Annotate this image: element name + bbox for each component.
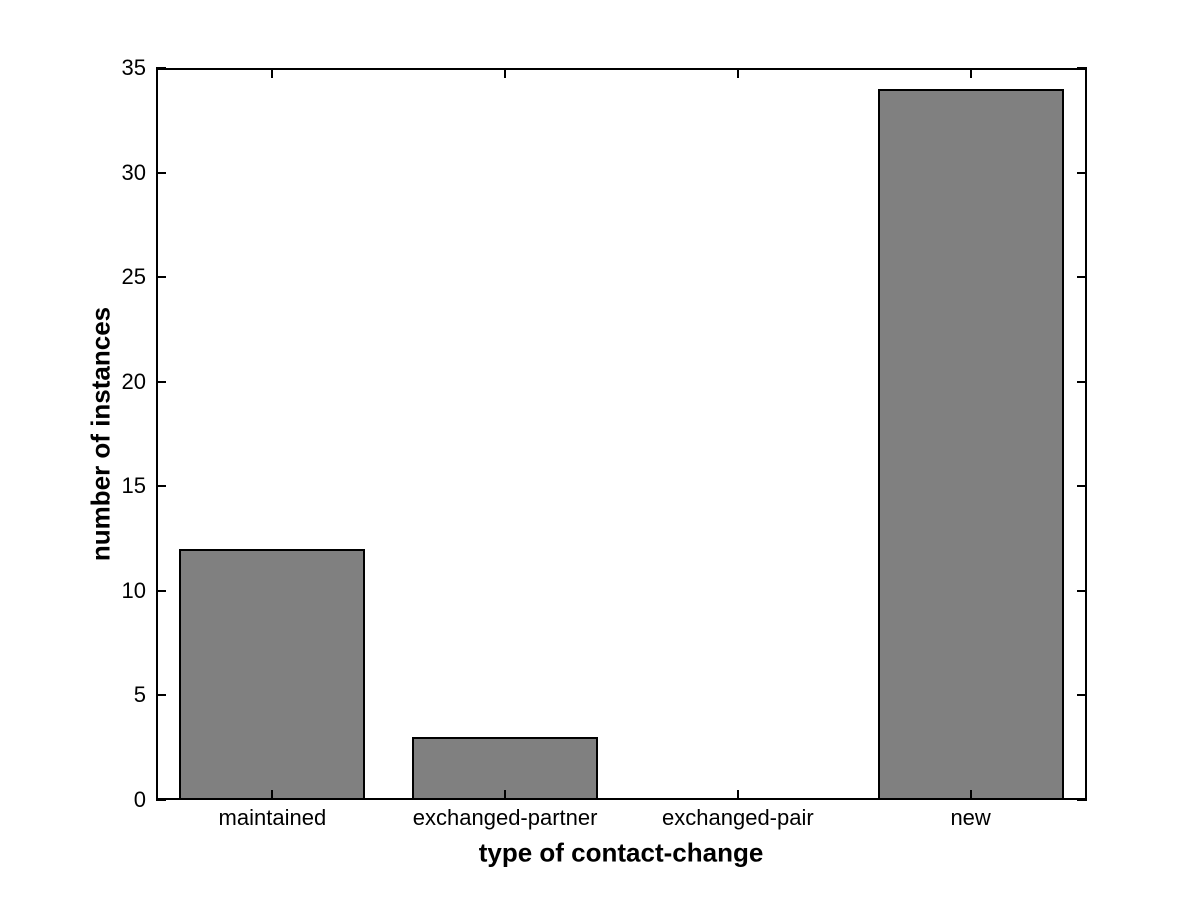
y-tick-mirror	[1077, 799, 1087, 801]
x-tick	[736, 790, 739, 800]
y-tick	[156, 589, 166, 592]
y-tick-mirror	[1077, 276, 1087, 279]
y-tick-mirror	[1077, 485, 1087, 488]
x-tick-label: exchanged-pair	[662, 805, 814, 830]
y-tick	[156, 694, 166, 697]
bar-new	[877, 88, 1064, 800]
y-tick	[156, 380, 166, 383]
y-tick	[156, 276, 166, 279]
y-tick-mirror	[1077, 380, 1087, 383]
x-tick	[504, 790, 507, 800]
y-tick-label: 5	[133, 682, 146, 708]
x-tick-mirror	[271, 68, 274, 78]
x-tick-mirror	[736, 68, 739, 78]
y-tick-mirror	[1077, 67, 1087, 69]
x-tick-label: exchanged-partner	[412, 805, 598, 830]
y-tick-label: 35	[121, 55, 146, 80]
x-tick	[969, 790, 972, 800]
x-tick-mirror	[969, 68, 972, 78]
y-tick	[156, 799, 166, 801]
x-tick-label: maintained	[218, 805, 327, 830]
y-tick	[156, 485, 166, 488]
y-tick-label: 15	[121, 473, 146, 499]
y-tick-mirror	[1077, 171, 1087, 174]
y-tick-label: 30	[121, 159, 146, 185]
y-tick-mirror	[1077, 589, 1087, 592]
y-tick-mirror	[1077, 694, 1087, 697]
y-tick-label: 25	[121, 264, 146, 290]
x-axis-label: type of contact-change	[478, 837, 764, 868]
x-tick-mirror	[504, 68, 507, 78]
x-tick	[271, 790, 274, 800]
bar-maintained	[179, 549, 366, 800]
y-tick	[156, 67, 166, 69]
y-tick-label: 20	[121, 368, 146, 394]
y-tick-label: 10	[121, 577, 146, 603]
y-axis-label: number of instances	[85, 306, 116, 562]
y-tick	[156, 171, 166, 174]
y-tick-label: 0	[133, 787, 146, 812]
x-tick-label: new	[950, 805, 991, 830]
